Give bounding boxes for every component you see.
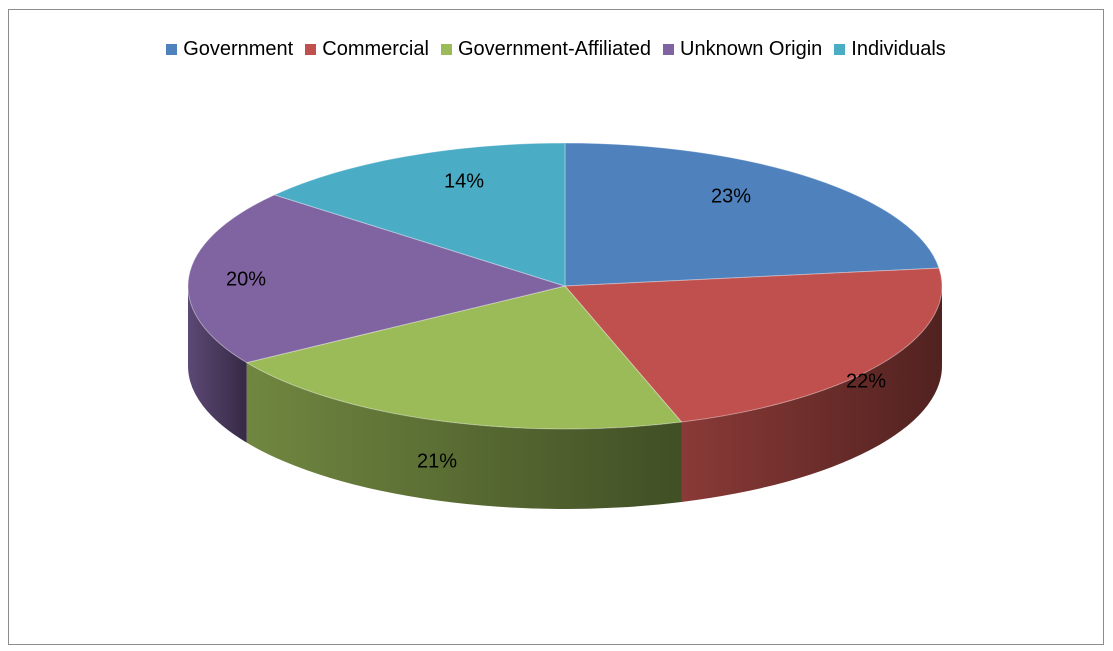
pie-slice-commercial — [563, 267, 943, 423]
slice-label-unknown-origin: 20% — [226, 268, 266, 290]
slice-label-government-affiliated: 21% — [417, 450, 457, 472]
legend-entry-government-affiliated: Government-Affiliated — [440, 38, 651, 61]
legend-label-unknown-origin: Unknown Origin — [680, 38, 823, 60]
pie-slice-individuals — [273, 142, 566, 287]
legend-swatch-government — [166, 44, 178, 55]
legend-swatch-government-affiliated — [440, 44, 452, 55]
legend-label-commercial: Commercial — [322, 38, 429, 60]
pie-side-government-affiliated — [246, 362, 682, 509]
slice-label-commercial: 22% — [846, 370, 886, 392]
pie-labels: 23% 22% 21% 20% 14% — [226, 170, 886, 472]
legend-entry-unknown-origin: Unknown Origin — [663, 38, 822, 61]
pie-slice-government-affiliated — [245, 285, 683, 430]
pie-side-unknown-origin — [188, 286, 247, 443]
pie-slice-unknown-origin — [187, 194, 567, 364]
slice-label-individuals: 14% — [444, 170, 484, 192]
pie-sides — [188, 286, 942, 509]
pie-tops — [187, 142, 943, 430]
legend-swatch-unknown-origin — [663, 44, 674, 55]
slice-label-government: 23% — [711, 185, 751, 207]
legend-entry-commercial: Commercial — [305, 38, 429, 61]
legend: Government Commercial Government-Affilia… — [9, 38, 1103, 61]
legend-entry-government: Government — [166, 38, 293, 61]
pie-side-commercial — [681, 286, 942, 503]
legend-label-government-affiliated: Government-Affiliated — [457, 38, 651, 60]
pie-slice-government — [564, 142, 940, 287]
legend-entry-individuals: Individuals — [834, 38, 946, 61]
legend-swatch-individuals — [834, 44, 846, 55]
legend-label-individuals: Individuals — [851, 38, 946, 60]
legend-label-government: Government — [183, 38, 294, 60]
legend-swatch-commercial — [305, 44, 317, 55]
